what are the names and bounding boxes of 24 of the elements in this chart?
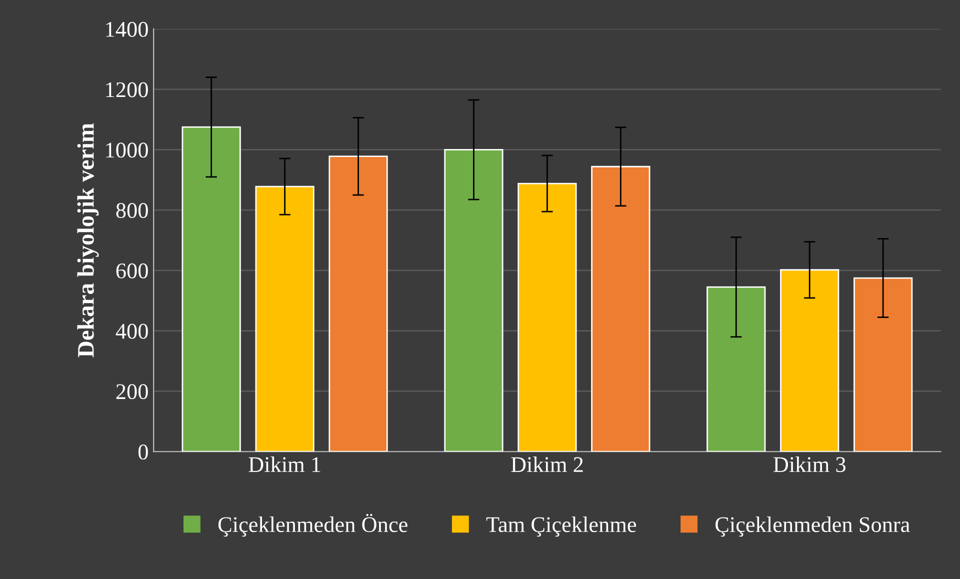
legend-label: Tam Çiçeklenme: [486, 516, 636, 537]
y-axis-title: Dekara biyolojik verim: [77, 123, 99, 358]
y-tick-label: 0: [138, 444, 148, 460]
bar: [182, 126, 241, 452]
bar: [518, 182, 577, 452]
bar: [328, 156, 388, 452]
x-tick-label: Dikim 2: [511, 456, 583, 472]
bar: [706, 286, 766, 452]
y-tick-label: 600: [116, 263, 148, 278]
bar: [780, 269, 840, 452]
y-tick-label: 200: [116, 384, 148, 400]
y-tick-label: 800: [116, 203, 148, 218]
bar: [854, 277, 913, 452]
bar: [444, 149, 504, 452]
legend-label: Çiçeklenmeden Önce: [218, 514, 408, 537]
y-tick-label: 1000: [106, 142, 148, 158]
bar: [591, 166, 650, 452]
y-tick-label: 400: [116, 324, 148, 339]
x-tick-label: Dikim 3: [774, 456, 846, 472]
bar: [255, 186, 314, 452]
legend-label: Çiçeklenmeden Sonra: [716, 516, 910, 537]
x-tick-label: Dikim 1: [248, 456, 320, 472]
y-tick-label: 1200: [106, 82, 148, 98]
y-tick-label: 1400: [106, 22, 148, 37]
